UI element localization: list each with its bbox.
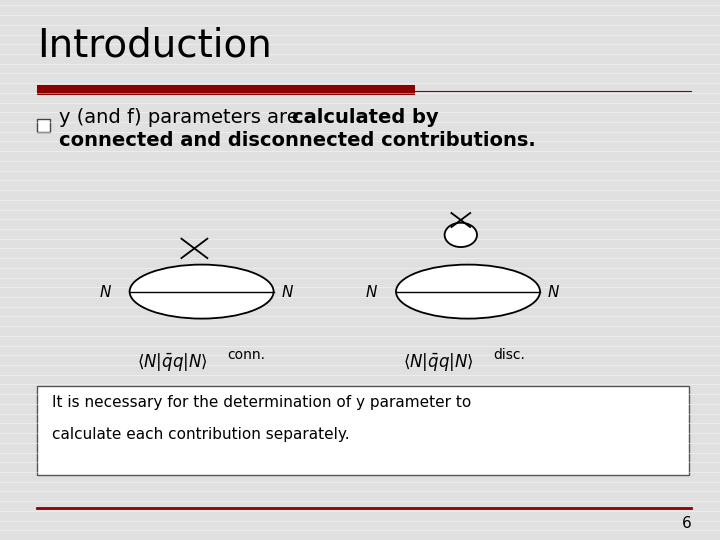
Text: calculated by: calculated by [292,108,438,127]
Ellipse shape [396,265,540,319]
Text: 6: 6 [681,516,691,531]
Text: It is necessary for the determination of y parameter to: It is necessary for the determination of… [52,395,471,410]
Text: calculate each contribution separately.: calculate each contribution separately. [52,427,349,442]
Text: $N$: $N$ [281,284,294,300]
FancyBboxPatch shape [37,386,689,475]
Text: y (and f) parameters are: y (and f) parameters are [59,108,305,127]
Text: $N$: $N$ [365,284,378,300]
Text: connected and disconnected contributions.: connected and disconnected contributions… [59,131,536,150]
Bar [37,119,50,132]
Ellipse shape [130,265,274,319]
Text: $\langle N|\bar{q}q|N\rangle$: $\langle N|\bar{q}q|N\rangle$ [403,351,474,373]
Ellipse shape [444,222,477,247]
Text: $N$: $N$ [547,284,560,300]
Text: $\langle N|\bar{q}q|N\rangle$: $\langle N|\bar{q}q|N\rangle$ [137,351,207,373]
Text: $N$: $N$ [99,284,112,300]
Text: conn.: conn. [227,348,265,362]
Bar [37,85,415,94]
Text: disc.: disc. [493,348,525,362]
Text: Introduction: Introduction [37,27,272,65]
